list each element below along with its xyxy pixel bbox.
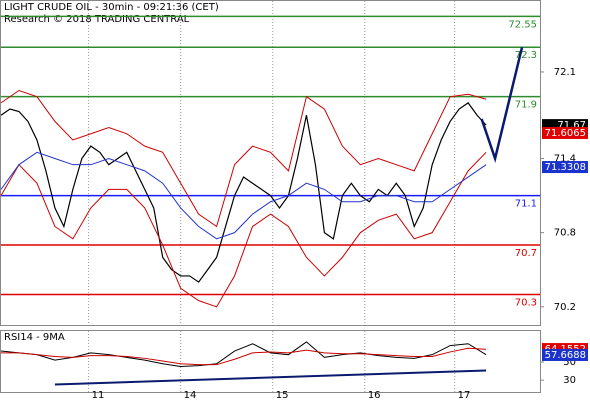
series-line [480, 46, 524, 163]
x-tick-label: 11 [92, 390, 105, 400]
level-label: 70.7 [515, 248, 537, 259]
chart-title: LIGHT CRUDE OIL - 30min - 09:21:36 (CET) [4, 2, 219, 13]
x-tick-label: 16 [368, 390, 381, 400]
level-label: 72.55 [508, 19, 537, 30]
x-tick-label: 14 [184, 390, 197, 400]
y-tick-label: 71.4 [554, 153, 576, 164]
x-tick-label: 15 [276, 390, 289, 400]
main-frame [0, 0, 541, 326]
y-tick-label: 70.2 [554, 302, 576, 313]
series-line [0, 102, 487, 283]
series-line [0, 151, 487, 308]
y-tick-label: 50 [563, 357, 576, 368]
series-line [1, 347, 487, 366]
y-tick-label: 70.8 [554, 228, 576, 239]
price-tag [542, 126, 588, 139]
level-label: 71.1 [515, 199, 537, 210]
price-tag [542, 161, 588, 174]
price-tag-label: 71.3308 [545, 162, 586, 173]
y-tick-label: 72.1 [554, 67, 576, 78]
series-line [0, 151, 487, 240]
level-label: 70.3 [515, 297, 537, 308]
y-tick-label: 30 [563, 375, 576, 386]
level-label: 71.9 [515, 100, 537, 111]
x-tick-label: 17 [458, 390, 471, 400]
series-line [54, 369, 487, 386]
chart-subtitle: Research © 2018 TRADING CENTRAL [4, 14, 190, 25]
rsi-title: RSI14 - 9MA [4, 332, 65, 343]
price-tag-label: 57.6688 [545, 350, 586, 361]
price-tag-label: 71.6065 [545, 128, 586, 139]
series-line [0, 89, 487, 228]
level-label: 72.3 [515, 50, 537, 61]
series-line [0, 341, 487, 368]
price-tag [542, 348, 588, 361]
price-tag-label: 71.67 [557, 120, 586, 131]
